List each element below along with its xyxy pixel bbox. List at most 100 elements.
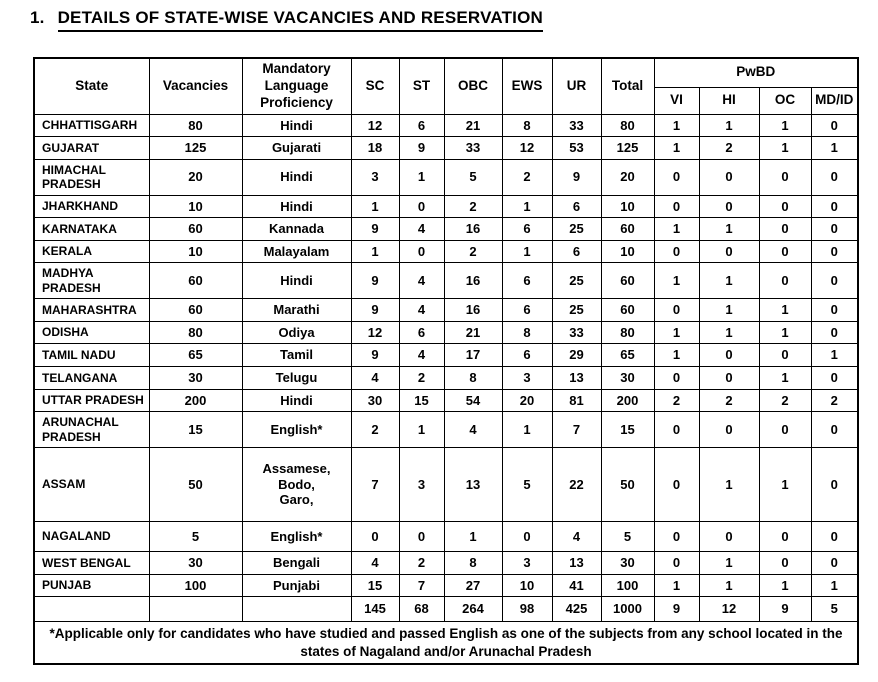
cell-vacancies: 65: [148, 343, 243, 367]
cell-obc: 8: [443, 365, 503, 390]
cell-state: TAMIL NADU: [33, 343, 150, 367]
cell-ur: 4: [551, 520, 602, 553]
cell-ur: 25: [551, 262, 602, 300]
cell-ur: 25: [551, 217, 602, 241]
cell-state: ASSAM: [33, 446, 150, 522]
header-state: State: [33, 57, 150, 115]
cell-oc: 2: [758, 388, 812, 413]
cell-oc: 0: [758, 551, 812, 575]
cell-vacancies: 50: [148, 446, 243, 522]
cell-obc: 13: [443, 446, 503, 522]
cell-hi: 0: [698, 343, 760, 367]
cell-total: 20: [600, 158, 655, 196]
cell-hi: 1: [698, 298, 760, 322]
header-ur: UR: [551, 57, 602, 115]
cell-hi: 1: [698, 573, 760, 598]
table-row: CHHATTISGARH 80 Hindi 12 6 21 8 33 80 1 1 1 0: [33, 113, 859, 138]
cell-ur: 41: [551, 573, 602, 598]
cell-ur: 6: [551, 239, 602, 264]
table-row: KERALA 10 Malayalam 1 0 2 1 6 10 0 0 0 0: [33, 239, 859, 264]
cell-sc: 9: [350, 217, 400, 241]
cell-mdid: 0: [810, 520, 859, 553]
cell-total: 5: [600, 520, 655, 553]
cell-sc: 9: [350, 343, 400, 367]
footnote-row: *Applicable only for candidates who have…: [33, 621, 859, 665]
footnote-text: *Applicable only for candidates who have…: [33, 621, 859, 665]
cell-language: Marathi: [241, 298, 352, 322]
cell-ur: 7: [551, 411, 602, 448]
cell-hi: 0: [698, 239, 760, 264]
cell-language: Assamese, Bodo, Garo,: [241, 446, 352, 522]
cell-mdid: 0: [810, 411, 859, 448]
cell-ur: 53: [551, 136, 602, 160]
totals-state-cell: [33, 596, 150, 623]
cell-vi: 1: [653, 343, 700, 367]
cell-sc: 1: [350, 239, 400, 264]
cell-total: 30: [600, 365, 655, 390]
cell-mdid: 0: [810, 446, 859, 522]
cell-language: Punjabi: [241, 573, 352, 598]
cell-oc: 0: [758, 194, 812, 219]
cell-ur: 33: [551, 320, 602, 345]
header-sc: SC: [350, 57, 400, 115]
cell-st: 0: [398, 194, 445, 219]
cell-vacancies: 60: [148, 298, 243, 322]
cell-sc: 9: [350, 262, 400, 300]
table-row: HIMACHAL PRADESH 20 Hindi 3 1 5 2 9 20 0 0 0 0: [33, 158, 859, 196]
header-pwbd: PwBD: [653, 57, 859, 88]
cell-oc: 0: [758, 520, 812, 553]
cell-sc: 18: [350, 136, 400, 160]
cell-ews: 5: [501, 446, 553, 522]
cell-sc: 4: [350, 365, 400, 390]
totals-sc-cell: 145: [350, 596, 400, 623]
cell-obc: 17: [443, 343, 503, 367]
cell-oc: 1: [758, 113, 812, 138]
cell-hi: 1: [698, 113, 760, 138]
cell-vi: 1: [653, 573, 700, 598]
cell-hi: 0: [698, 411, 760, 448]
cell-state: WEST BENGAL: [33, 551, 150, 575]
cell-total: 60: [600, 262, 655, 300]
cell-language: Tamil: [241, 343, 352, 367]
cell-ews: 6: [501, 343, 553, 367]
cell-sc: 12: [350, 113, 400, 138]
cell-mdid: 0: [810, 320, 859, 345]
cell-vi: 0: [653, 411, 700, 448]
cell-st: 1: [398, 411, 445, 448]
cell-total: 60: [600, 298, 655, 322]
cell-st: 15: [398, 388, 445, 413]
cell-mdid: 1: [810, 343, 859, 367]
cell-hi: 1: [698, 217, 760, 241]
cell-vi: 1: [653, 262, 700, 300]
cell-oc: 0: [758, 158, 812, 196]
cell-hi: 2: [698, 388, 760, 413]
cell-total: 65: [600, 343, 655, 367]
cell-language: Odiya: [241, 320, 352, 345]
cell-state: PUNJAB: [33, 573, 150, 598]
cell-vi: 0: [653, 158, 700, 196]
cell-total: 80: [600, 320, 655, 345]
cell-st: 7: [398, 573, 445, 598]
cell-language: Hindi: [241, 113, 352, 138]
cell-obc: 4: [443, 411, 503, 448]
cell-st: 0: [398, 239, 445, 264]
cell-hi: 2: [698, 136, 760, 160]
cell-language: Bengali: [241, 551, 352, 575]
cell-total: 125: [600, 136, 655, 160]
cell-state: KARNATAKA: [33, 217, 150, 241]
cell-vi: 1: [653, 136, 700, 160]
cell-ews: 10: [501, 573, 553, 598]
cell-ews: 8: [501, 113, 553, 138]
cell-st: 3: [398, 446, 445, 522]
header-oc: OC: [758, 86, 812, 115]
cell-obc: 5: [443, 158, 503, 196]
cell-obc: 2: [443, 194, 503, 219]
cell-hi: 1: [698, 262, 760, 300]
totals-row: 145 68 264 98 425 1000 9 12 9 5: [33, 596, 859, 623]
cell-ur: 13: [551, 365, 602, 390]
cell-sc: 9: [350, 298, 400, 322]
cell-sc: 15: [350, 573, 400, 598]
cell-oc: 0: [758, 217, 812, 241]
cell-language: Hindi: [241, 194, 352, 219]
cell-total: 80: [600, 113, 655, 138]
